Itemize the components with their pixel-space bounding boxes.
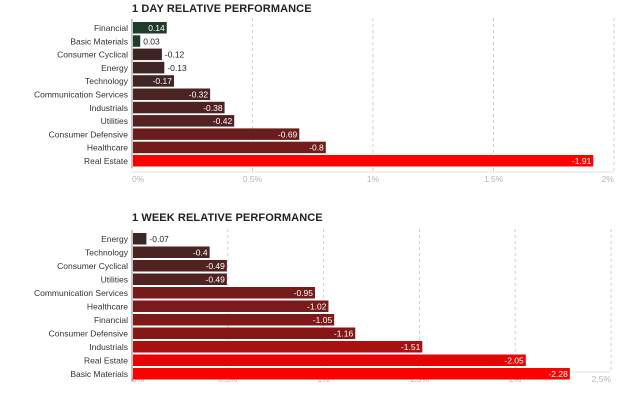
chart-title: 1 WEEK RELATIVE PERFORMANCE bbox=[132, 212, 323, 224]
bar bbox=[133, 101, 225, 114]
category-label: Consumer Defensive bbox=[49, 129, 129, 139]
bar bbox=[133, 260, 227, 272]
data-label: -1.16 bbox=[334, 329, 354, 339]
bar bbox=[133, 141, 326, 154]
data-label: -0.12 bbox=[165, 50, 185, 60]
category-label: Healthcare bbox=[87, 143, 128, 153]
bar bbox=[133, 314, 335, 326]
data-label: -0.49 bbox=[206, 275, 226, 285]
data-label: -0.8 bbox=[309, 143, 324, 153]
bar bbox=[133, 287, 316, 299]
day-performance-chart: 0% 0.5% 1% 1.5% 2% Financial 0.14 Basic Materia… bbox=[34, 18, 615, 184]
data-label: -0.13 bbox=[167, 63, 187, 73]
day-performance-panel: 1 DAY RELATIVE PERFORMANCE 0% 0.5% 1% 1.5% 2… bbox=[0, 0, 636, 200]
category-label: Communication Services bbox=[34, 90, 128, 100]
bar bbox=[133, 115, 235, 127]
category-label: Healthcare bbox=[87, 302, 128, 312]
bar bbox=[133, 155, 594, 167]
bar bbox=[133, 327, 356, 339]
bar bbox=[133, 48, 162, 61]
data-label: -0.4 bbox=[193, 248, 208, 258]
category-label: Technology bbox=[85, 76, 129, 86]
bar bbox=[133, 128, 300, 140]
category-label: Energy bbox=[101, 63, 129, 73]
category-label: Industrials bbox=[89, 342, 128, 352]
data-label: -1.51 bbox=[401, 342, 421, 352]
bar bbox=[133, 233, 147, 245]
bar bbox=[133, 22, 167, 34]
data-label: -0.07 bbox=[149, 234, 169, 244]
data-label: 0.14 bbox=[148, 23, 165, 33]
bar bbox=[133, 61, 165, 74]
data-label: -0.17 bbox=[153, 76, 173, 86]
category-label: Consumer Cyclical bbox=[57, 50, 128, 60]
data-label: -0.42 bbox=[213, 116, 233, 126]
category-label: Utilities bbox=[101, 116, 128, 126]
bar bbox=[133, 368, 570, 380]
bar bbox=[133, 273, 227, 285]
bar bbox=[133, 341, 423, 353]
x-tick-label: 1% bbox=[367, 174, 380, 184]
data-label: -0.69 bbox=[278, 129, 298, 139]
category-label: Financial bbox=[94, 315, 128, 325]
chart-title: 1 DAY RELATIVE PERFORMANCE bbox=[132, 3, 312, 15]
category-label: Energy bbox=[101, 234, 129, 244]
category-label: Communication Services bbox=[34, 288, 128, 298]
week-performance-chart: 0%0.5%1%1.5%2%2.5%Energy-0.07Technology-… bbox=[34, 229, 612, 384]
week-performance-panel: 1 WEEK RELATIVE PERFORMANCE 0%0.5%1%1.5%… bbox=[0, 209, 636, 406]
category-label: Industrials bbox=[89, 103, 128, 113]
bar bbox=[133, 75, 174, 87]
category-label: Financial bbox=[94, 23, 128, 33]
data-label: -1.05 bbox=[313, 315, 333, 325]
data-label: -1.02 bbox=[307, 302, 327, 312]
bar bbox=[133, 88, 211, 100]
category-label: Basic Materials bbox=[70, 369, 128, 379]
data-label: -1.91 bbox=[572, 156, 592, 166]
category-label: Consumer Defensive bbox=[49, 329, 129, 339]
x-tick-label: 0.5% bbox=[243, 174, 263, 184]
bar bbox=[133, 246, 210, 258]
category-label: Technology bbox=[85, 248, 129, 258]
bar bbox=[133, 354, 526, 366]
category-label: Consumer Cyclical bbox=[57, 261, 128, 271]
data-label: -0.95 bbox=[294, 288, 314, 298]
bar bbox=[133, 35, 141, 47]
data-label: -2.05 bbox=[504, 356, 524, 366]
x-tick-label: 2% bbox=[602, 174, 615, 184]
category-label: Utilities bbox=[101, 275, 128, 285]
category-label: Real Estate bbox=[84, 156, 128, 166]
category-label: Real Estate bbox=[84, 356, 128, 366]
data-label: -0.49 bbox=[206, 261, 226, 271]
data-label: -0.38 bbox=[203, 103, 223, 113]
data-label: -0.32 bbox=[189, 90, 209, 100]
data-label: 0.03 bbox=[143, 36, 160, 46]
category-label: Basic Materials bbox=[70, 36, 128, 46]
x-tick-label: 0% bbox=[132, 174, 145, 184]
data-label: -2.28 bbox=[548, 369, 568, 379]
x-tick-label: 2.5% bbox=[592, 374, 612, 384]
bar bbox=[133, 300, 329, 312]
x-tick-label: 1.5% bbox=[484, 174, 504, 184]
